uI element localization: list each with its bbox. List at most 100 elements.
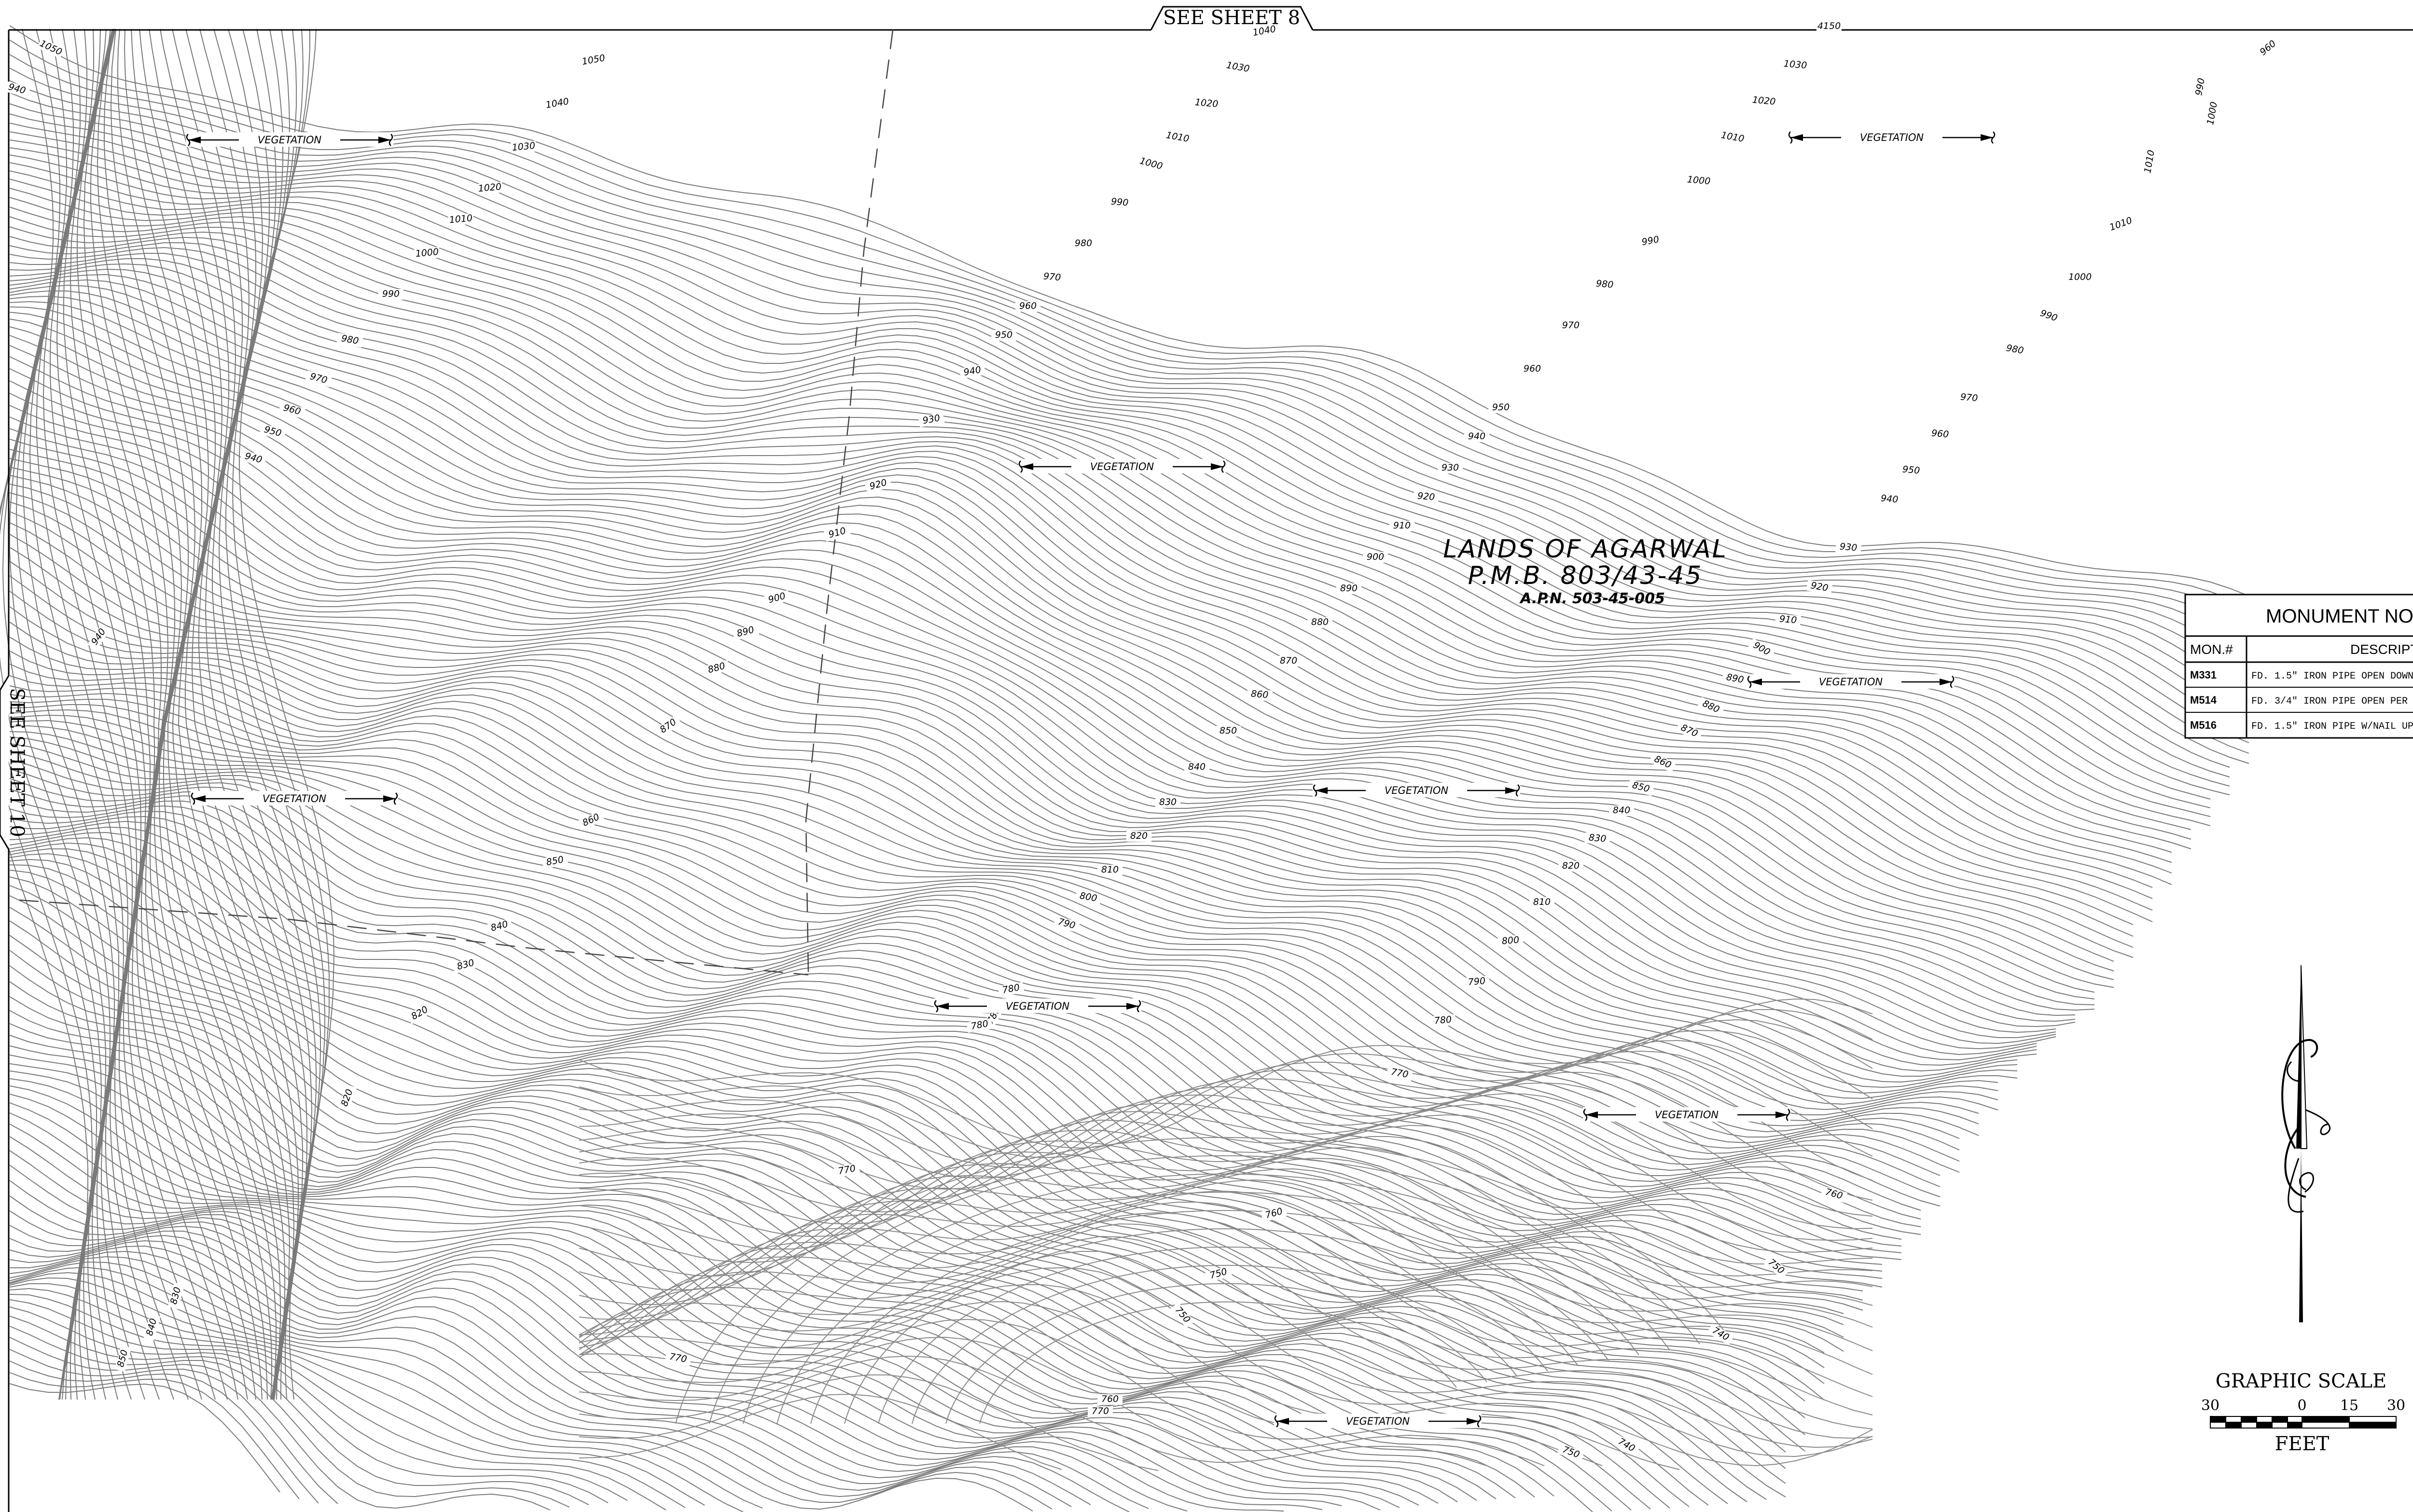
contour-label-mask [865,476,892,494]
contour-line [0,28,93,1400]
contour-line [579,1179,1873,1356]
contour-line [9,1023,1709,1506]
contour-label-mask [1876,493,1902,506]
contour-label: 830 [1159,797,1177,807]
contour-label: 830 [1588,832,1607,844]
contour-label-mask [1782,58,1808,72]
contour-line [709,1155,1700,1424]
contour-line [9,439,2076,1027]
contour-label: 820 [1130,831,1148,841]
contour-label: 980 [1075,238,1092,249]
contour-line [239,28,335,1400]
contour-line [579,1284,1873,1467]
contour-line [198,28,307,1400]
contour-label-mask [1498,934,1524,948]
contour-label-mask [1675,721,1703,741]
contour-label-mask [1706,1323,1734,1346]
contour-line [9,832,1844,1314]
contour-line [9,492,2037,1061]
contour-label-mask [1488,402,1513,413]
monument-row-id: M331 [2190,669,2217,681]
contour-label-mask [1557,1443,1585,1462]
contour-label-mask [1307,617,1332,628]
contour-label-mask [452,957,479,974]
contour-line [9,1306,609,1503]
contour-label-mask [2001,342,2028,358]
contour-line [743,1173,1670,1424]
contour-line [9,1240,1149,1509]
contour-line [9,345,2114,980]
contour-label-mask [305,370,332,388]
contour-line [9,1383,280,1493]
contour-line [9,1180,1400,1508]
contour-line [9,709,1941,1187]
contour-line [9,25,2269,607]
contour-line [9,207,2211,800]
contour-line [9,179,2230,777]
contour-line [9,326,2114,962]
contour-label-mask [1216,726,1241,736]
contour-label-mask [703,660,730,677]
boundary-dashed-lines [19,29,894,976]
contour-label-mask [1155,797,1180,808]
vegetation-label: VEGETATION [1860,132,1924,143]
contour-label-mask [1649,752,1677,773]
vegetation-label: VEGETATION [258,134,321,146]
contour-label-mask [1558,861,1583,872]
see-sheet-left-label: SEE SHEET 10 [6,688,28,837]
contour-label-mask [2193,73,2208,100]
contour-label: 4150 [1817,21,1841,31]
contour-line [9,258,2172,853]
contour-label: 960 [1524,363,1541,374]
parcel-apn: A.P.N. 503-45-005 [1519,590,1665,607]
contour-line [9,907,1805,1452]
contour-label: 1020 [478,181,502,194]
contour-label-mask [918,412,945,428]
contour-line [9,247,2191,840]
see-sheet-top-label: SEE SHEET 8 [1163,7,1300,29]
contour-line [9,853,1825,1353]
contour-line [9,1316,589,1505]
contour-label: 1000 [2068,272,2092,282]
contour-line [232,29,330,1400]
see-sheet-left-tag[interactable]: SEE SHEET 10 [0,675,28,850]
vegetation-marker: VEGETATION [186,132,393,147]
vegetation-label: VEGETATION [1090,461,1154,472]
contour-label-mask [2107,215,2135,234]
contour-line [9,301,2134,925]
vegetation-marker: VEGETATION [1018,459,1226,473]
contour-label-mask [1071,238,1096,249]
contour-line [9,1283,705,1506]
contour-line [9,268,2172,874]
contour-label: 770 [1092,1406,1109,1416]
vegetation-marker: VEGETATION [1313,783,1520,797]
see-sheet-top-tag[interactable]: SEE SHEET 8 [1150,6,1314,30]
contour-line [579,1136,1873,1305]
contour-label-mask [959,364,986,379]
contour-line [9,484,2037,1055]
scale-tick-label: 30 [2201,1397,2219,1414]
contour-label-mask [1775,613,1801,627]
contour-line [9,1150,1439,1504]
contour-line [579,1072,1873,1225]
contour-label-mask [1126,831,1151,842]
vegetation-label: VEGETATION [263,793,326,805]
vegetation-label: VEGETATION [1385,785,1448,796]
contour-line [9,1294,666,1511]
contour-line [9,743,1921,1235]
contour-label-mask [732,624,759,641]
contour-line [10,1245,1130,1512]
contour-label-mask [998,982,1025,997]
contour-line [579,1336,1545,1466]
contour-label: 910 [1393,520,1411,531]
contour-label-mask [259,423,286,441]
contour-label-mask [1520,364,1545,375]
contour-label: 970 [1043,271,1061,283]
contour-line [77,28,174,1400]
contour-label-mask [544,96,571,111]
contour-label-mask [3,81,30,98]
contour-label-mask [1413,490,1439,504]
contour-line [579,1355,1487,1466]
contour-line [225,28,325,1400]
contour-label-mask [1637,234,1664,249]
